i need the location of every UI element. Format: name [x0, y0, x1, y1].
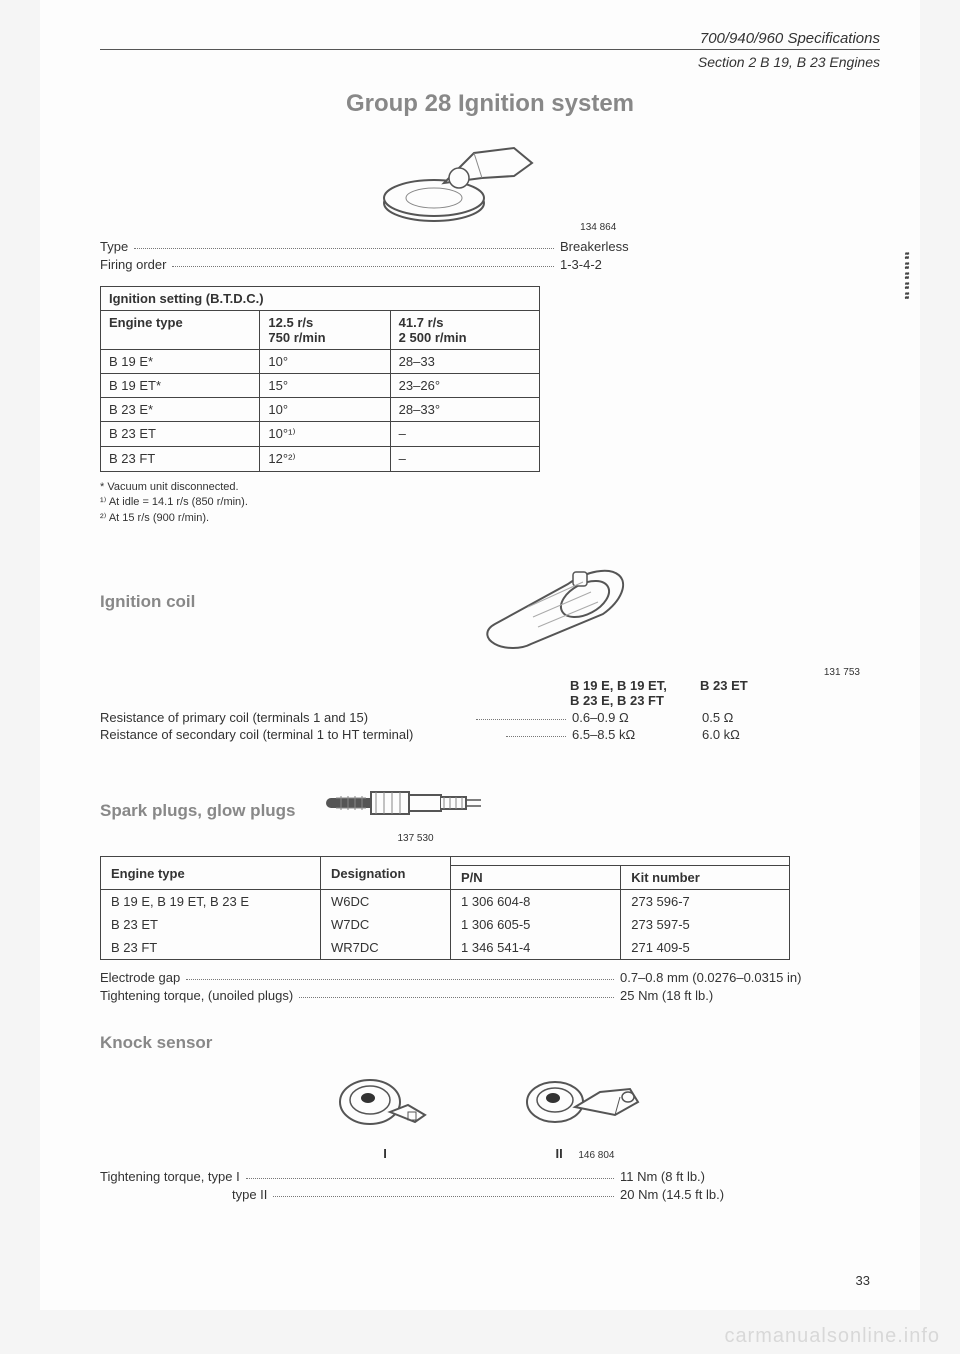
firing-value: 1-3-4-2 [560, 257, 680, 272]
type-value: Breakerless [560, 239, 680, 254]
coil-fig-num: 131 753 [235, 667, 880, 678]
coil-col1: B 19 E, B 19 ET, B 23 E, B 23 FT [570, 678, 700, 708]
plugs-heading: Spark plugs, glow plugs [100, 801, 296, 821]
knock-torque-2: type II 20 Nm (14.5 ft lb.) [100, 1187, 880, 1202]
figure-number: 134 864 [580, 222, 616, 233]
page-number: 33 [856, 1273, 870, 1288]
knock-label-2: II [555, 1146, 562, 1161]
page: 700/940/960 Specifications Section 2 B 1… [40, 0, 920, 1310]
gap-row: Electrode gap 0.7–0.8 mm (0.0276–0.0315 … [100, 970, 880, 985]
dots [134, 239, 554, 249]
col-engine: Engine type [101, 311, 260, 350]
knock-figures: I II 146 804 [100, 1067, 880, 1161]
coil-icon [473, 562, 643, 662]
ignset-notes: * Vacuum unit disconnected. ¹⁾ At idle =… [100, 480, 880, 526]
firing-row: Firing order 1-3-4-2 [100, 257, 880, 272]
ignset-caption: Ignition setting (B.T.D.C.) [101, 287, 540, 311]
distributor-figure: 134 864 [100, 128, 880, 233]
knock-sensor-2-icon [520, 1067, 650, 1137]
knock-torque-1: Tightening torque, type I 11 Nm (8 ft lb… [100, 1169, 880, 1184]
firing-label: Firing order [100, 257, 166, 272]
ignition-setting-table: Ignition setting (B.T.D.C.) Engine type … [100, 286, 540, 472]
distributor-icon [364, 128, 564, 228]
plug-torque-row: Tightening torque, (unoiled plugs) 25 Nm… [100, 988, 880, 1003]
knock-fig-num: 146 804 [578, 1150, 614, 1161]
doc-title: 700/940/960 Specifications [100, 30, 880, 47]
header-rule [100, 49, 880, 50]
plug-figure: 137 530 [326, 778, 506, 844]
plugs-table: Engine type Designation P/N Kit number B… [100, 856, 790, 960]
knock-sensor-1-icon [330, 1067, 440, 1137]
knock-label-1: I [330, 1146, 440, 1161]
coil-col2: B 23 ET [700, 678, 780, 708]
watermark: carmanualsonline.info [724, 1325, 940, 1348]
section-line: Section 2 B 19, B 23 Engines [100, 54, 880, 70]
spark-plug-icon [326, 778, 506, 828]
dots [172, 257, 554, 267]
col-417: 41.7 r/s2 500 r/min [390, 311, 539, 350]
coil-heading: Ignition coil [100, 592, 195, 612]
page-edge-marks: ᎓᎓᎓᎓᎓᎓᎓᎓᎓᎓ [904, 250, 908, 300]
type-label: Type [100, 239, 128, 254]
type-row: Type Breakerless [100, 239, 880, 254]
group-title: Group 28 Ignition system [100, 90, 880, 118]
plug-fig-num: 137 530 [326, 833, 506, 844]
col-125: 12.5 r/s750 r/min [260, 311, 390, 350]
knock-heading: Knock sensor [100, 1033, 880, 1053]
coil-figure: 131 753 [235, 562, 880, 678]
